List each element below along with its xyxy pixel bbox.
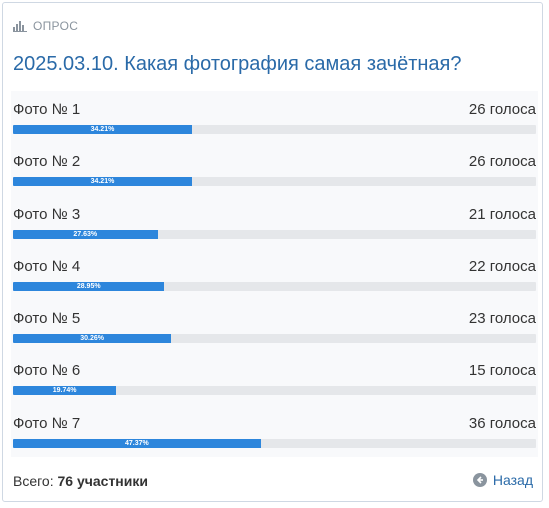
option-name: Фото № 7: [13, 414, 81, 432]
option-percent: 27.63%: [73, 230, 98, 238]
progress-track: 19.74%: [13, 386, 536, 396]
poll-option: Фото № 6 15 голоса 19.74%: [11, 352, 538, 404]
back-label[interactable]: Назад: [492, 472, 533, 488]
poll-option: Фото № 1 26 голоса 34.21%: [11, 91, 538, 143]
option-votes: 36 голоса: [468, 414, 536, 432]
total-value: 76 участники: [57, 473, 148, 489]
arrow-left-circle-icon: [472, 473, 487, 487]
option-name: Фото № 3: [13, 205, 81, 223]
progress-track: 27.63%: [13, 229, 536, 239]
progress-track: 30.26%: [13, 334, 536, 344]
option-votes: 23 голоса: [468, 310, 536, 328]
poll-option: Фото № 4 22 голоса 28.95%: [11, 248, 538, 300]
progress-fill: 27.63%: [13, 229, 158, 239]
option-votes: 15 голоса: [468, 362, 536, 380]
poll-label: ОПРОС: [33, 19, 79, 33]
bar-chart-icon: [13, 20, 27, 32]
option-percent: 47.37%: [124, 439, 149, 447]
option-percent: 34.21%: [90, 178, 115, 186]
option-votes: 21 голоса: [468, 205, 536, 223]
option-percent: 28.95%: [76, 282, 101, 290]
option-name: Фото № 5: [13, 310, 81, 328]
option-percent: 30.26%: [80, 335, 104, 343]
poll-title: 2025.03.10. Какая фотография самая зачёт…: [13, 53, 462, 75]
progress-fill: 19.74%: [13, 386, 117, 396]
poll-card: ОПРОС 2025.03.10. Какая фотография самая…: [2, 2, 543, 502]
option-percent: 19.74%: [52, 387, 77, 395]
option-name: Фото № 1: [13, 101, 81, 118]
progress-fill: 47.37%: [13, 438, 261, 448]
progress-fill: 34.21%: [13, 177, 192, 187]
poll-total: Всего: 76 участники: [13, 473, 148, 489]
poll-option: Фото № 2 26 голоса 34.21%: [11, 143, 538, 195]
progress-track: 28.95%: [13, 281, 536, 291]
progress-track: 34.21%: [13, 125, 536, 134]
option-name: Фото № 4: [13, 257, 81, 275]
poll-header: ОПРОС: [13, 19, 78, 33]
progress-fill: 34.21%: [13, 125, 192, 134]
poll-options: Фото № 1 26 голоса 34.21% Фото № 2 26 голоса…: [11, 91, 538, 458]
option-percent: 34.21%: [90, 126, 115, 133]
progress-track: 47.37%: [13, 438, 536, 448]
progress-fill: 28.95%: [13, 281, 165, 291]
progress-fill: 30.26%: [13, 334, 172, 344]
option-votes: 22 голоса: [468, 257, 536, 275]
poll-option: Фото № 3 21 голоса 27.63%: [11, 196, 538, 248]
option-votes: 26 голоса: [468, 153, 536, 171]
back-button[interactable]: Назад: [472, 472, 533, 488]
poll-option: Фото № 7 36 голоса 47.37%: [11, 405, 538, 457]
option-name: Фото № 6: [13, 362, 81, 380]
option-votes: 26 голоса: [468, 101, 536, 118]
progress-track: 34.21%: [13, 177, 536, 187]
poll-option: Фото № 5 23 голоса 30.26%: [11, 300, 538, 352]
option-name: Фото № 2: [13, 153, 81, 171]
total-label: Всего:: [13, 473, 54, 489]
